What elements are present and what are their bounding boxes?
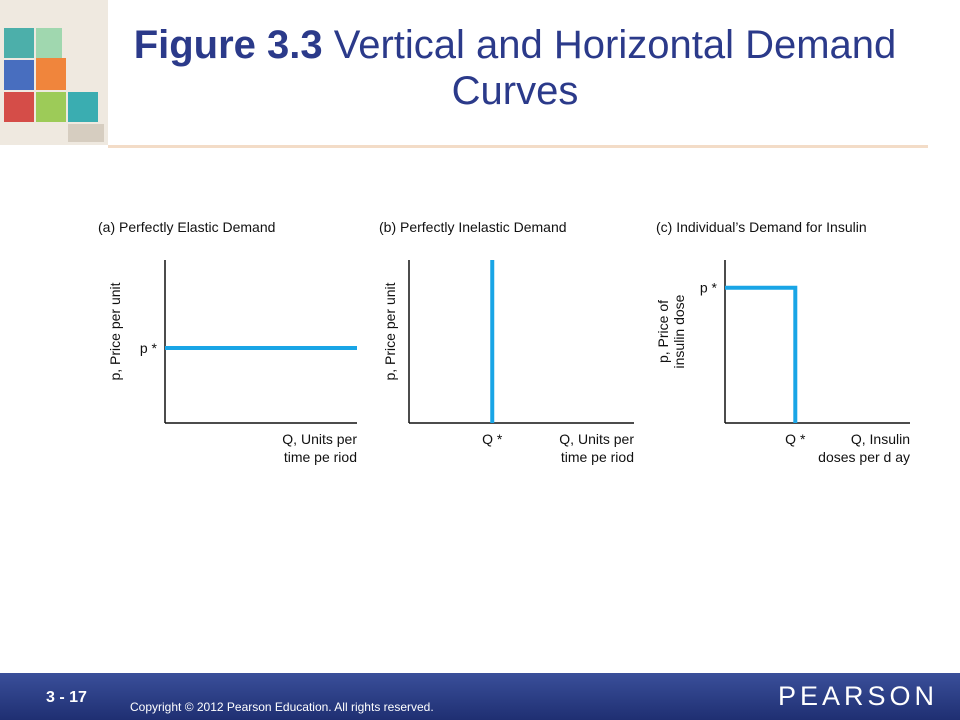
x-axis-label-1-0: Q, Units per (559, 431, 634, 447)
decorative-cubes-image (0, 0, 108, 145)
title-text: Vertical and Horizontal Demand Curves (322, 23, 897, 113)
demand-curves-figure: (a) Perfectly Elastic Demand p, Price per… (98, 219, 910, 465)
footer-bar: 3 - 17 Copyright © 2012 Pearson Educatio… (0, 673, 960, 720)
chart-title-0: (a) Perfectly Elastic Demand (98, 219, 275, 235)
q-star-marker-1: Q * (482, 431, 503, 447)
copyright-text: Copyright © 2012 Pearson Education. All … (130, 700, 434, 714)
y-axis-label-2-1: insulin dose (671, 294, 687, 368)
chart-title-1: (b) Perfectly Inelastic Demand (379, 219, 567, 235)
x-axis-label-0-0: Q, Units per (282, 431, 357, 447)
title-divider (108, 145, 928, 148)
x-axis-label-2-0: Q, Insulin (851, 431, 910, 447)
y-axis-label-1-0: p, Price per unit (382, 282, 398, 380)
x-axis-label-0-1: time pe riod (284, 449, 357, 465)
slide-title: Figure 3.3 Vertical and Horizontal Deman… (120, 22, 910, 114)
chart-title-2: (c) Individual’s Demand for Insulin (656, 219, 867, 235)
demand-curve-2-0 (725, 285, 798, 423)
p-star-marker-0: p * (140, 340, 158, 356)
pearson-logo: PEARSON (777, 681, 938, 711)
q-star-marker-2: Q * (785, 431, 806, 447)
title-figure-number: Figure 3.3 (133, 23, 323, 67)
y-axis-label-2-0: p, Price of (655, 300, 671, 363)
x-axis-label-2-1: doses per d ay (818, 449, 910, 465)
y-axis-label-0-0: p, Price per unit (107, 282, 123, 380)
x-axis-label-1-1: time pe riod (561, 449, 634, 465)
p-star-marker-2: p * (700, 280, 718, 296)
slide-number: 3 - 17 (46, 689, 87, 706)
cubes-graphic (0, 0, 108, 145)
